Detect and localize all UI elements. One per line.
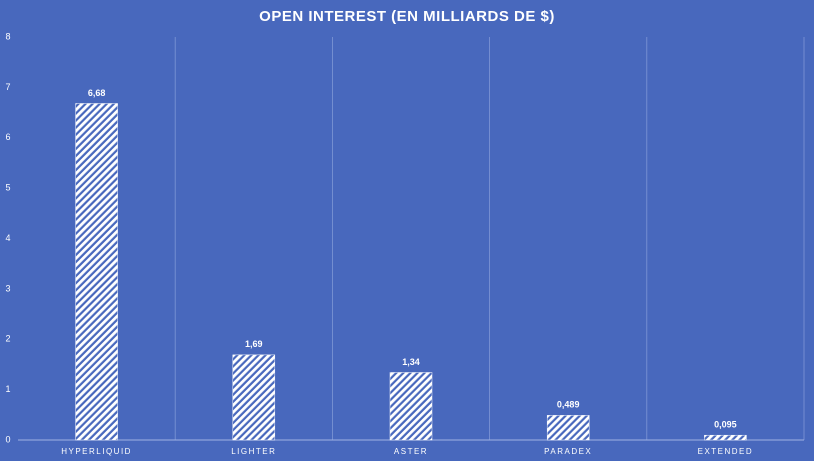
bar — [389, 372, 433, 441]
data-label: 1,69 — [245, 339, 263, 349]
y-tick-label: 1 — [5, 384, 10, 394]
x-tick-label: EXTENDED — [698, 447, 754, 456]
y-tick-label: 0 — [5, 434, 10, 444]
bar — [75, 103, 118, 441]
y-tick-label: 7 — [5, 82, 10, 92]
data-label: 6,68 — [88, 88, 106, 98]
x-tick-label: LIGHTER — [231, 447, 276, 456]
y-tick-label: 3 — [5, 283, 10, 293]
bar — [704, 434, 747, 441]
bar — [232, 354, 276, 441]
y-tick-label: 8 — [5, 31, 10, 41]
x-tick-label: HYPERLIQUID — [61, 447, 132, 456]
bar — [546, 415, 590, 441]
x-tick-label: ASTER — [394, 447, 428, 456]
x-tick-label: PARADEX — [544, 447, 592, 456]
y-tick-label: 6 — [5, 132, 10, 142]
y-tick-label: 4 — [5, 233, 10, 243]
chart-title: OPEN INTEREST (EN MILLIARDS DE $) — [259, 8, 555, 25]
y-tick-label: 2 — [5, 334, 10, 344]
data-label: 0,095 — [714, 420, 737, 430]
data-label: 0,489 — [557, 400, 580, 410]
data-label: 1,34 — [402, 357, 420, 367]
y-tick-label: 5 — [5, 183, 10, 193]
